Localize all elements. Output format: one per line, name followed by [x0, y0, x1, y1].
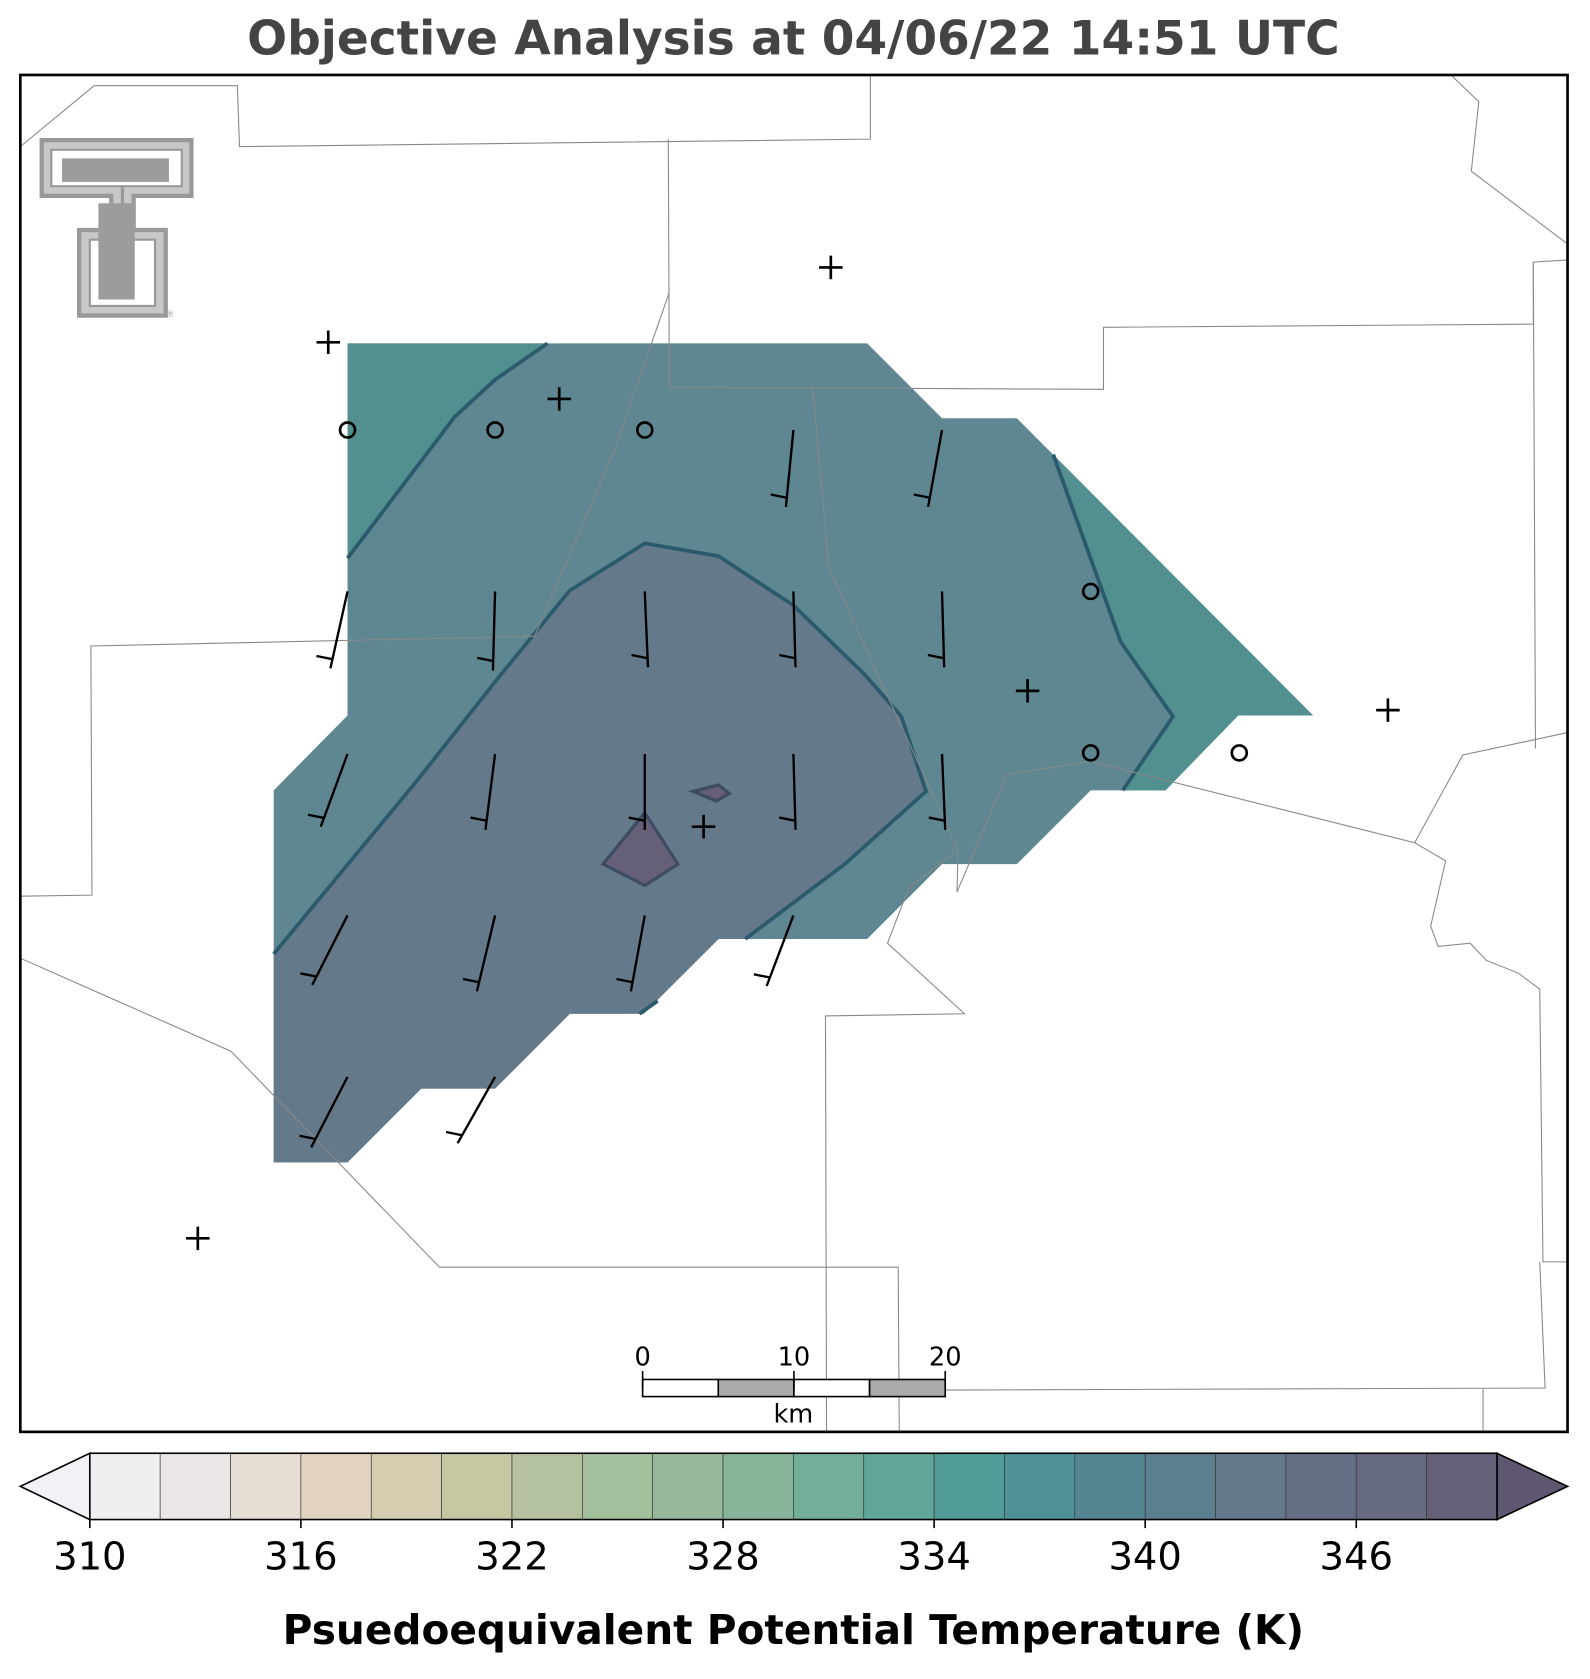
colorbar-tick-label: 340	[1108, 1535, 1181, 1580]
colorbar-tick-label: 310	[53, 1535, 126, 1580]
colorbar-cell	[230, 1452, 302, 1520]
colorbar-cell	[863, 1452, 935, 1520]
scale-tick-label: 0	[634, 1343, 650, 1373]
contour-fill	[687, 783, 733, 803]
colorbar-cell	[582, 1452, 654, 1520]
colorbar-cell	[1144, 1452, 1216, 1520]
contour-fill	[273, 543, 926, 1163]
scale-segment	[793, 1378, 871, 1398]
station-missing	[186, 255, 1400, 1251]
wind-barbs	[299, 429, 947, 1148]
wind-barb	[753, 915, 795, 987]
station	[338, 421, 357, 439]
colorbar-cell	[1004, 1452, 1076, 1520]
county-line	[899, 1261, 1546, 1391]
contour-line	[272, 541, 929, 956]
wind-barb	[476, 591, 497, 671]
colorbar-cell	[1355, 1452, 1427, 1520]
colorbar-cell	[511, 1452, 583, 1520]
contour-fill	[600, 810, 681, 888]
county-line	[1414, 842, 1568, 1263]
colorbar-tick-label: 322	[475, 1535, 548, 1580]
colorbar-label: Psuedoequivalent Potential Temperature (…	[283, 1606, 1304, 1654]
station	[1230, 744, 1249, 762]
colorbar-tick-label: 316	[264, 1535, 337, 1580]
colorbar-cell	[793, 1452, 865, 1520]
county-line	[1450, 74, 1568, 245]
county-line	[20, 957, 900, 1432]
station	[1081, 582, 1100, 601]
map-frame	[18, 73, 1569, 1434]
title: Objective Analysis at 04/06/22 14:51 UTC	[247, 11, 1339, 66]
wind-barb	[928, 753, 947, 830]
colorbar-tick-label: 346	[1320, 1535, 1393, 1580]
wind-barb	[616, 915, 646, 992]
contour-line	[346, 341, 549, 560]
station	[1081, 744, 1100, 762]
colorbar-extend-high	[1496, 1451, 1570, 1521]
wind-barb	[445, 1076, 497, 1144]
station	[486, 421, 504, 439]
county-line	[812, 387, 1568, 893]
county-line	[19, 74, 871, 148]
colorbar-tick-label: 328	[686, 1535, 759, 1580]
colorbar-tick-label: 334	[897, 1535, 970, 1580]
scale-tick-label: 20	[929, 1343, 962, 1373]
colorbar-cell	[1426, 1452, 1498, 1520]
scale-bar: km 0 10 20	[634, 1343, 961, 1430]
wind-barb	[470, 753, 497, 831]
wind-barb	[307, 753, 349, 828]
colorbar-cell	[89, 1452, 161, 1520]
county-line	[824, 849, 966, 1432]
colorbar-outline	[89, 1452, 1498, 1521]
contour-fill	[1053, 454, 1314, 791]
wind-barb	[779, 591, 797, 668]
contour-line	[1051, 453, 1176, 792]
colorbar-cell	[1074, 1452, 1146, 1520]
scale-segment	[868, 1378, 947, 1398]
wind-barb	[779, 753, 797, 830]
colorbar-cell	[370, 1452, 442, 1520]
wind-barb	[913, 429, 944, 508]
logo-mark: ®	[166, 310, 175, 320]
colorbar-cell	[1215, 1452, 1287, 1520]
colorbar-cell	[1285, 1452, 1357, 1520]
logo: ®	[39, 138, 194, 320]
wind-barb	[927, 591, 946, 668]
wind-barb	[300, 914, 349, 986]
contour-fill	[347, 343, 548, 559]
contour-line	[638, 999, 659, 1016]
station	[635, 421, 654, 439]
colorbar-cell	[652, 1452, 724, 1520]
colorbar: Psuedoequivalent Potential Temperature (…	[18, 1451, 1570, 1654]
colorbar-cell	[441, 1452, 513, 1520]
stations	[186, 255, 1400, 1251]
colorbar-cell	[722, 1452, 794, 1520]
scale-segment	[717, 1378, 795, 1398]
wind-barb	[316, 591, 349, 669]
county-line	[1532, 262, 1537, 749]
wind-barb	[770, 429, 795, 508]
colorbar-cell	[159, 1452, 231, 1520]
scale-unit: km	[773, 1399, 813, 1429]
scale-segment	[641, 1378, 720, 1398]
wind-barb	[299, 1076, 349, 1148]
wind-barb	[631, 591, 650, 668]
county-line	[20, 291, 670, 897]
colorbar-extend-low	[18, 1451, 91, 1521]
wind-barb	[462, 915, 497, 992]
wind-barb	[628, 753, 646, 830]
map: ® km 0 10 20	[18, 73, 1569, 1434]
colorbar-cell	[933, 1452, 1005, 1520]
colorbar-cell	[300, 1452, 372, 1520]
scale-tick-label: 10	[778, 1343, 811, 1373]
